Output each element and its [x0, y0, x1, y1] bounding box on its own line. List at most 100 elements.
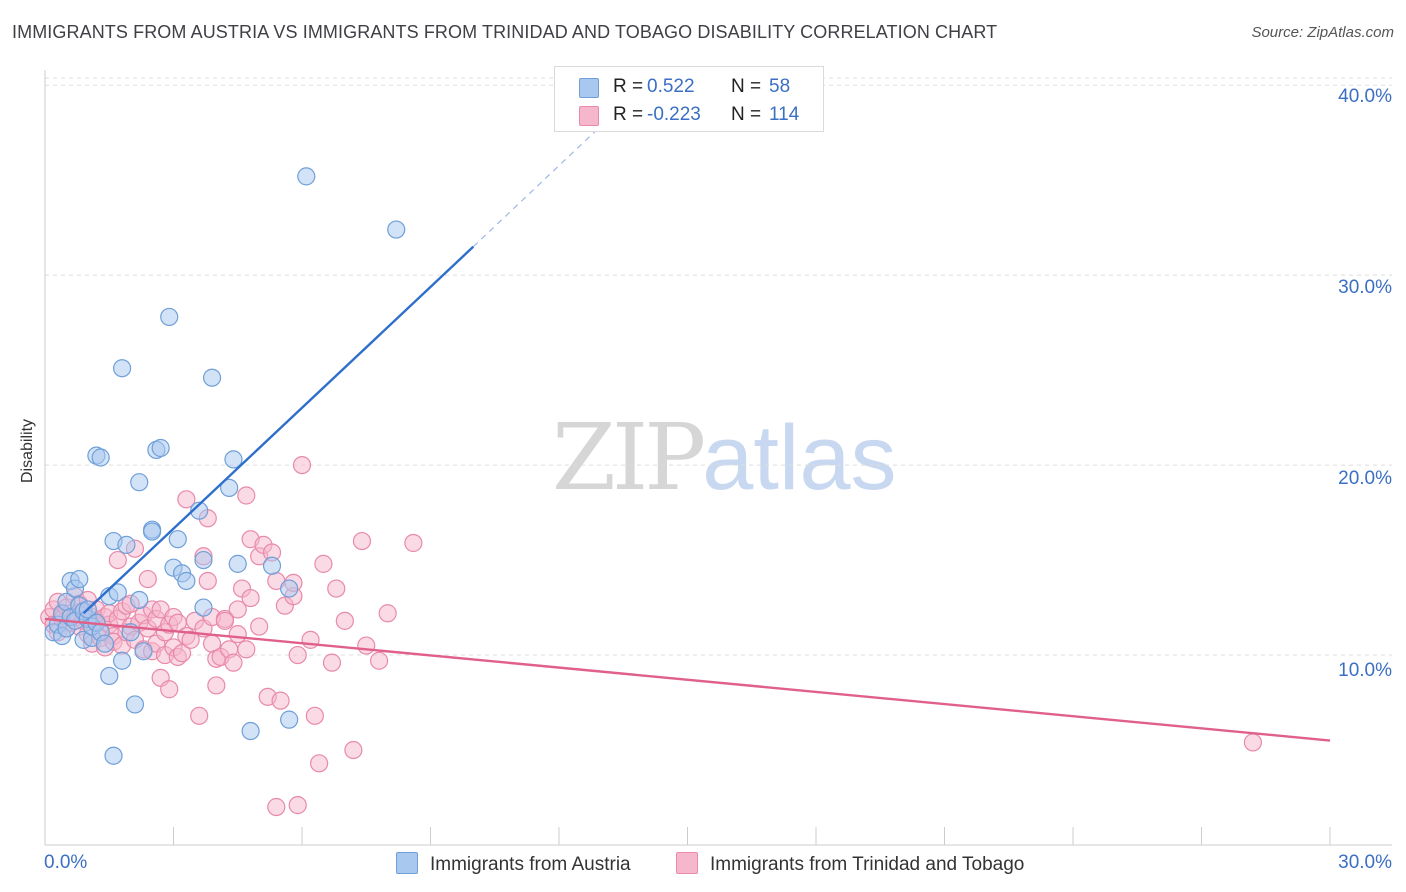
- legend-row-trinidad: R = -0.223 N = 114: [555, 101, 823, 129]
- watermark: ZIPatlas: [552, 404, 897, 511]
- trinidad-point: [250, 617, 269, 636]
- austria-point: [194, 550, 213, 570]
- austria-point: [190, 501, 209, 520]
- austria-point: [91, 448, 110, 467]
- trinidad-point: [305, 706, 324, 725]
- y-tick-label-10: 10.0%: [1338, 660, 1392, 681]
- trinidad-point: [344, 740, 363, 760]
- legend-swatch-trinidad: [579, 106, 599, 126]
- legend-r-value: -0.223: [647, 104, 701, 125]
- trinidad-point: [160, 680, 179, 699]
- x-tick-label-min: 0.0%: [44, 852, 88, 873]
- trinidad-point: [1243, 733, 1263, 752]
- trinidad-point: [404, 533, 423, 553]
- austria-point: [95, 634, 115, 653]
- austria-point: [117, 535, 136, 554]
- austria-point: [168, 530, 187, 549]
- trinidad-point: [190, 706, 209, 725]
- trinidad-point: [172, 644, 192, 663]
- austria-point: [112, 359, 132, 378]
- trinidad-point: [267, 797, 286, 817]
- legend-n-label: N =: [731, 76, 762, 97]
- trinidad-point: [207, 676, 226, 695]
- austria-trend-line: [82, 245, 475, 615]
- y-tick-label-30: 30.0%: [1338, 277, 1392, 298]
- bottom-legend-austria-label: Immigrants from Austria: [430, 854, 631, 875]
- trinidad-point: [181, 630, 200, 649]
- austria-point: [125, 695, 145, 714]
- austria-point: [177, 571, 196, 591]
- bottom-swatch-austria: [396, 852, 418, 874]
- austria-point: [224, 450, 243, 469]
- trinidad-point: [215, 611, 234, 630]
- bottom-legend-trinidad: Immigrants from Trinidad and Tobago: [676, 852, 1024, 876]
- austria-point: [70, 569, 89, 589]
- trinidad-point: [335, 611, 354, 630]
- austria-point: [280, 579, 299, 598]
- watermark-atlas: atlas: [702, 407, 897, 509]
- legend-r-label: R =: [613, 76, 644, 97]
- trinidad-point: [198, 571, 217, 591]
- trinidad-point: [322, 653, 342, 672]
- bottom-swatch-trinidad: [676, 852, 698, 874]
- trinidad-point: [327, 579, 346, 598]
- trinidad-point: [271, 691, 290, 710]
- austria-point: [160, 307, 179, 327]
- trinidad-point: [314, 554, 333, 573]
- austria-point: [130, 590, 149, 610]
- legend-n-value: 114: [769, 104, 800, 125]
- bottom-legend-trinidad-label: Immigrants from Trinidad and Tobago: [710, 854, 1025, 875]
- austria-point: [194, 598, 213, 617]
- austria-point: [151, 438, 170, 458]
- austria-point: [262, 556, 282, 575]
- legend-swatch-austria: [579, 78, 599, 98]
- legend-r-label: R =: [613, 104, 644, 125]
- austria-point: [142, 522, 162, 541]
- austria-point: [220, 478, 239, 497]
- austria-point: [108, 583, 127, 602]
- trinidad-point: [310, 754, 329, 773]
- trinidad-point: [177, 490, 196, 509]
- source-label: Source: ZipAtlas.com: [1251, 24, 1394, 41]
- trinidad-point: [357, 636, 376, 655]
- trinidad-point: [224, 653, 243, 672]
- austria-point: [112, 651, 132, 670]
- y-tick-label-20: 20.0%: [1338, 468, 1392, 489]
- x-tick-label-max: 30.0%: [1338, 852, 1392, 873]
- trinidad-point: [292, 455, 312, 475]
- trinidad-point: [288, 796, 307, 815]
- trinidad-trend-line: [44, 617, 1331, 742]
- austria-point: [387, 220, 406, 239]
- trinidad-point: [228, 600, 247, 619]
- chart-title: IMMIGRANTS FROM AUSTRIA VS IMMIGRANTS FR…: [12, 22, 998, 42]
- austria-point: [202, 368, 222, 387]
- austria-point: [130, 473, 149, 492]
- y-tick-label-40: 40.0%: [1338, 86, 1392, 107]
- trinidad-point: [288, 645, 307, 665]
- trinidad-point: [138, 569, 157, 589]
- trinidad-point: [108, 550, 127, 570]
- trinidad-point: [228, 625, 247, 644]
- austria-point: [100, 666, 119, 686]
- legend-row-austria: R = 0.522 N = 58: [555, 73, 823, 101]
- legend-n-value: 58: [769, 76, 791, 97]
- trinidad-point: [370, 651, 389, 670]
- trinidad-point: [237, 640, 256, 659]
- austria-point: [280, 710, 299, 729]
- bottom-legend-austria: Immigrants from Austria: [396, 852, 631, 876]
- austria-point: [297, 167, 316, 186]
- austria-point: [134, 642, 153, 661]
- trinidad-point: [352, 531, 372, 551]
- legend-r-value: 0.522: [647, 76, 695, 97]
- austria-point: [241, 721, 260, 741]
- trinidad-point: [241, 588, 260, 608]
- trinidad-point: [237, 486, 256, 505]
- trinidad-point: [378, 604, 397, 623]
- austria-point: [104, 746, 123, 765]
- austria-point: [228, 554, 247, 573]
- legend-n-label: N =: [731, 104, 762, 125]
- austria-trend-extension: [472, 124, 603, 248]
- watermark-zip: ZIP: [552, 404, 706, 511]
- correlation-legend: R = 0.522 N = 58 R = -0.223 N = 114: [554, 66, 824, 132]
